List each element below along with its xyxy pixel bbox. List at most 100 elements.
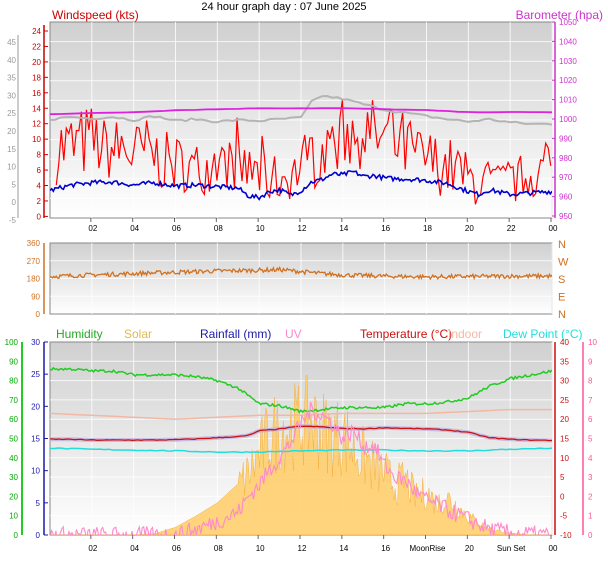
wind-hour-label: 08 bbox=[214, 224, 223, 233]
barometer-tick-label: 980 bbox=[559, 154, 573, 163]
direction-compass-label: N bbox=[558, 239, 566, 251]
wind-average-series bbox=[50, 170, 552, 201]
temperature-hour-label: 04 bbox=[130, 544, 139, 553]
outer-tick-label: 45 bbox=[7, 38, 16, 47]
outer-tick-label: 0 bbox=[12, 198, 17, 207]
barometer-tick-label: 990 bbox=[559, 134, 573, 143]
windspeed-tick-label: 16 bbox=[32, 89, 41, 98]
rainfall-tick-label: 10 bbox=[31, 467, 40, 476]
windspeed-tick-label: 2 bbox=[37, 197, 42, 206]
humidity-tick-label: 10 bbox=[9, 512, 18, 521]
legend-humidity: Humidity bbox=[56, 327, 103, 341]
outer-tick-label: 20 bbox=[7, 127, 16, 136]
uv-tick-label: 3 bbox=[588, 473, 593, 482]
temperature-hour-label: 10 bbox=[256, 544, 265, 553]
temperature-hour-label: MoonRise bbox=[409, 544, 446, 553]
outer-tick-label: 5 bbox=[12, 180, 17, 189]
temperature-hour-label: 00 bbox=[549, 544, 558, 553]
humidity-tick-label: 60 bbox=[9, 415, 18, 424]
windspeed-tick-label: 8 bbox=[37, 151, 42, 160]
temperature-hour-label: 12 bbox=[298, 544, 307, 553]
legend-dewpoint: Dew Point (°C) bbox=[503, 327, 582, 341]
dewpoint-line bbox=[50, 447, 552, 454]
uv-tick-label: 9 bbox=[588, 357, 593, 366]
temperature-hour-label: 14 bbox=[339, 544, 348, 553]
uv-tick-label: 8 bbox=[588, 377, 593, 386]
barometer-tick-label: 1030 bbox=[559, 57, 577, 66]
wind-hour-label: 00 bbox=[549, 224, 558, 233]
uv-tick-label: 10 bbox=[588, 338, 597, 347]
legend-uv: UV bbox=[285, 327, 302, 341]
humidity-tick-label: 70 bbox=[9, 396, 18, 405]
barometer-tick-label: 1050 bbox=[559, 18, 577, 27]
legend-rainfall: Rainfall (mm) bbox=[200, 327, 271, 341]
windspeed-tick-label: 18 bbox=[32, 73, 41, 82]
direction-compass-label: W bbox=[558, 257, 569, 269]
windspeed-tick-label: 20 bbox=[32, 58, 41, 67]
rainfall-tick-label: 25 bbox=[31, 370, 40, 379]
barometer-tick-label: 950 bbox=[559, 212, 573, 221]
direction-degree-ticks: 360 270 180 90 0 bbox=[27, 239, 41, 319]
wind-hour-label: 04 bbox=[130, 224, 139, 233]
outer-tick-label: -5 bbox=[9, 216, 17, 225]
temperature-tick-label: 5 bbox=[560, 473, 565, 482]
direction-degree-label: 90 bbox=[31, 292, 40, 301]
temperature-hour-label: 08 bbox=[214, 544, 223, 553]
temperature-tick-label: -5 bbox=[560, 512, 568, 521]
windspeed-tick-label: 22 bbox=[32, 42, 41, 51]
uv-tick-label: 4 bbox=[588, 454, 593, 463]
wind-hour-label: 12 bbox=[298, 224, 307, 233]
temperature-tick-label: 30 bbox=[560, 377, 569, 386]
humidity-line bbox=[50, 366, 552, 414]
dewpoint-series bbox=[50, 447, 552, 454]
outer-tick-label: 30 bbox=[7, 91, 16, 100]
temperature-tick-label: 15 bbox=[560, 435, 569, 444]
direction-panel-grid bbox=[50, 243, 553, 314]
wind-hour-label: 22 bbox=[507, 224, 516, 233]
barometer-tick-label: 1000 bbox=[559, 115, 577, 124]
wind-average-line bbox=[50, 170, 552, 201]
windspeed-tick-label: 4 bbox=[37, 182, 42, 191]
outer-scale-ticks: 45 40 35 30 25 20 15 10 5 0 -5 bbox=[7, 38, 16, 225]
outer-tick-label: 15 bbox=[7, 145, 16, 154]
wind-hour-label: 10 bbox=[256, 224, 265, 233]
windspeed-tick-label: 0 bbox=[37, 212, 42, 221]
uv-tick-label: 7 bbox=[588, 396, 593, 405]
uv-tick-label: 6 bbox=[588, 415, 593, 424]
rainfall-tick-label: 15 bbox=[31, 435, 40, 444]
temperature-ticks: 40 35 30 25 20 15 10 5 0 -5 -10 bbox=[560, 338, 572, 540]
uv-tick-label: 5 bbox=[588, 435, 593, 444]
humidity-tick-label: 0 bbox=[14, 531, 19, 540]
temperature-hour-label: 20 bbox=[465, 544, 474, 553]
wind-hour-label: 02 bbox=[88, 224, 97, 233]
direction-compass-label: E bbox=[558, 292, 565, 304]
uv-line bbox=[50, 401, 550, 535]
humidity-tick-label: 50 bbox=[9, 435, 18, 444]
barometer-tick-label: 970 bbox=[559, 173, 573, 182]
temperature-tick-label: 10 bbox=[560, 454, 569, 463]
direction-compass-label: S bbox=[558, 274, 565, 286]
rainfall-ticks: 30 25 20 15 10 5 0 bbox=[31, 338, 48, 540]
graph-title: 24 hour graph day : 07 June 2025 bbox=[201, 1, 366, 13]
windspeed-tick-label: 12 bbox=[32, 120, 41, 129]
wind-hour-ticks: 02 04 06 08 10 12 14 16 18 20 22 00 bbox=[88, 218, 558, 233]
barometer-tick-label: 960 bbox=[559, 193, 573, 202]
wind-direction-series bbox=[50, 265, 552, 281]
legend-temperature: Temperature (°C) bbox=[360, 327, 452, 341]
barometer-line bbox=[50, 107, 552, 116]
wind-panel: Windspeed (kts) Barometer (hpa) 45403530… bbox=[7, 8, 603, 233]
barometer-grey-series bbox=[50, 94, 552, 126]
humidity-tick-label: 20 bbox=[9, 492, 18, 501]
outer-tick-label: 25 bbox=[7, 109, 16, 118]
outer-tick-label: 10 bbox=[7, 163, 16, 172]
uv-tick-label: 2 bbox=[588, 492, 593, 501]
barometer-axis-title: Barometer (hpa) bbox=[516, 8, 603, 22]
rainfall-tick-label: 20 bbox=[31, 402, 40, 411]
windspeed-line bbox=[55, 99, 552, 205]
temperature-hour-label: 06 bbox=[172, 544, 181, 553]
barometer-ticks: 1050 1040 1030 1020 1010 1000 990 980 970 960 950 bbox=[552, 18, 577, 221]
